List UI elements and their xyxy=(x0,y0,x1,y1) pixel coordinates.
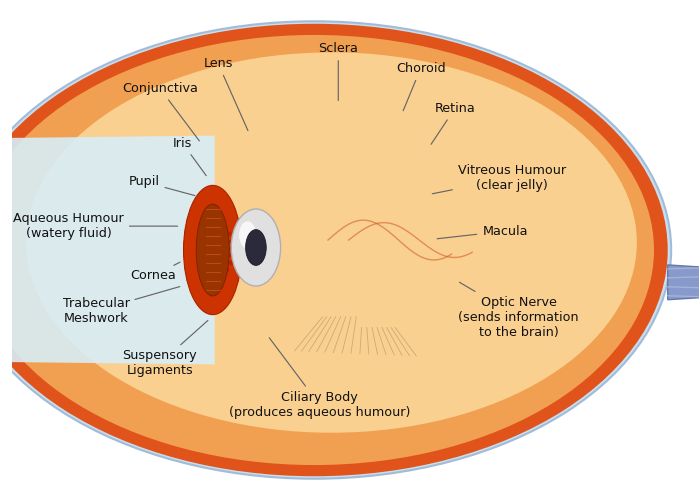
Text: Conjunctiva: Conjunctiva xyxy=(122,82,200,141)
Ellipse shape xyxy=(231,209,281,286)
Ellipse shape xyxy=(26,52,637,432)
Text: Sclera: Sclera xyxy=(318,42,358,100)
Polygon shape xyxy=(668,265,700,300)
Ellipse shape xyxy=(196,204,229,296)
Ellipse shape xyxy=(0,22,671,478)
Text: Aqueous Humour
(watery fluid): Aqueous Humour (watery fluid) xyxy=(13,212,178,240)
Text: Optic Nerve
(sends information
to the brain): Optic Nerve (sends information to the br… xyxy=(458,282,579,339)
Ellipse shape xyxy=(0,24,668,476)
Text: Pupil: Pupil xyxy=(129,176,195,196)
Text: Suspensory
Ligaments: Suspensory Ligaments xyxy=(122,320,208,378)
Text: Iris: Iris xyxy=(173,136,206,175)
Ellipse shape xyxy=(246,230,266,266)
Text: Retina: Retina xyxy=(431,102,475,144)
Text: Ciliary Body
(produces aqueous humour): Ciliary Body (produces aqueous humour) xyxy=(229,338,410,419)
Text: Vitreous Humour
(clear jelly): Vitreous Humour (clear jelly) xyxy=(433,164,566,194)
Text: Macula: Macula xyxy=(437,224,528,239)
Text: Trabecular
Meshwork: Trabecular Meshwork xyxy=(62,286,180,325)
Ellipse shape xyxy=(0,35,654,465)
Ellipse shape xyxy=(239,222,256,249)
Polygon shape xyxy=(0,136,215,364)
Text: Choroid: Choroid xyxy=(395,62,445,110)
Text: Lens: Lens xyxy=(204,57,248,130)
Text: Cornea: Cornea xyxy=(130,262,180,282)
Ellipse shape xyxy=(183,186,242,314)
